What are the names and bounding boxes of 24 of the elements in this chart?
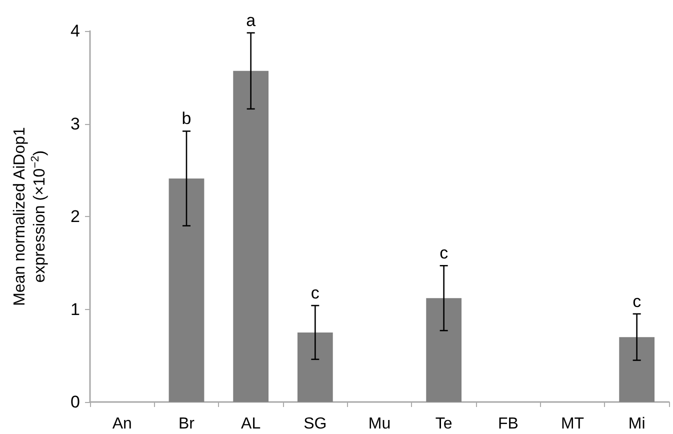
y-tick-label: 0 — [70, 392, 80, 412]
annotation: b — [182, 109, 192, 128]
x-tick-label: MT — [560, 416, 584, 432]
annotation: c — [632, 292, 642, 311]
x-tick-label: Te — [435, 416, 452, 432]
annotation: c — [440, 244, 449, 263]
x-tick-label: Mu — [368, 416, 391, 432]
bar — [233, 70, 269, 402]
y-tick-label: 3 — [70, 114, 80, 134]
annotation: c — [310, 284, 320, 303]
bar — [619, 337, 655, 402]
annotation: a — [246, 10, 256, 30]
x-tick-label: Br — [178, 416, 196, 432]
x-tick-label: AL — [241, 416, 261, 432]
bar — [297, 332, 333, 402]
x-tick-label: Mi — [628, 416, 646, 432]
y-tick-label: 1 — [70, 300, 80, 319]
bar — [426, 298, 462, 402]
y-tick-label: 2 — [70, 207, 80, 226]
x-tick-label: An — [112, 416, 132, 432]
bar — [168, 178, 204, 402]
x-tick-label: SG — [304, 416, 327, 432]
y-tick-label: 4 — [70, 22, 80, 40]
x-tick-label: FB — [498, 416, 518, 432]
